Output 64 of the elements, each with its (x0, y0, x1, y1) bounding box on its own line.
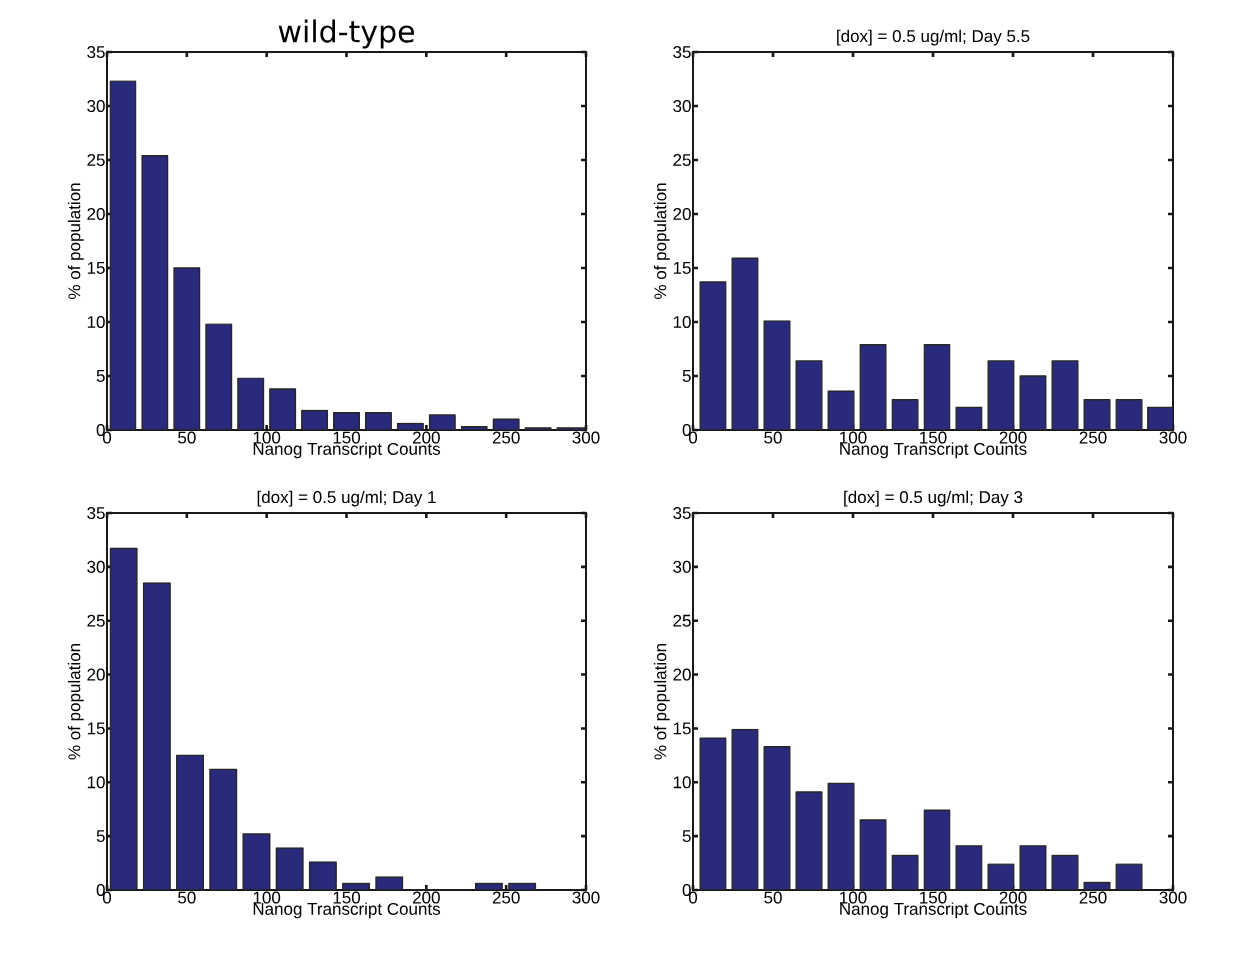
chart-title: [dox] = 0.5 ug/ml; Day 3 (844, 490, 1023, 507)
y-tick-label: 35 (87, 506, 105, 520)
y-tick-label: 35 (673, 506, 691, 520)
x-tick-label: 300 (572, 431, 600, 444)
chart-title: [dox] = 0.5 ug/ml; Day 5.5 (837, 29, 1030, 46)
x-tick-label: 50 (764, 431, 782, 444)
y-tick-label: 5 (96, 830, 105, 843)
y-tick-label: 20 (87, 207, 105, 221)
x-tick-label: 150 (333, 891, 361, 904)
x-tick-label: 100 (253, 891, 281, 904)
x-axis-title: Nanog Transcript Counts (840, 902, 1027, 919)
x-tick-label: 250 (492, 891, 520, 904)
y-tick-label: 10 (87, 315, 105, 329)
chart-title: [dox] = 0.5 ug/ml; Day 1 (257, 490, 436, 507)
y-tick-label: 30 (87, 560, 105, 573)
y-tick-label: 30 (673, 99, 691, 113)
y-axis-title: % of population (653, 644, 670, 760)
y-axis-title: % of population (653, 183, 670, 299)
x-tick-label: 200 (999, 891, 1027, 904)
y-tick-label: 10 (673, 776, 691, 789)
y-tick-label: 5 (682, 370, 691, 382)
y-tick-label: 5 (96, 370, 105, 382)
x-tick-label: 150 (920, 431, 947, 444)
y-tick-label: 25 (87, 614, 105, 627)
y-tick-label: 25 (673, 614, 691, 627)
chart-title: wild-type (278, 19, 414, 49)
x-axis-title: Nanog Transcript Counts (840, 442, 1027, 459)
x-tick-label: 150 (333, 431, 361, 444)
y-tick-label: 35 (87, 45, 105, 59)
x-tick-label: 250 (1079, 431, 1107, 444)
x-tick-label: 300 (1159, 891, 1187, 904)
x-tick-label: 50 (178, 891, 196, 904)
x-tick-label: 250 (1079, 891, 1107, 904)
y-tick-label: 15 (673, 262, 691, 274)
y-tick-label: 30 (673, 560, 691, 573)
x-tick-label: 250 (492, 431, 520, 444)
y-tick-label: 10 (673, 315, 691, 329)
y-tick-label: 15 (87, 722, 105, 735)
x-tick-label: 300 (572, 891, 600, 904)
x-tick-label: 200 (413, 431, 440, 444)
x-tick-label: 50 (178, 431, 196, 444)
x-tick-label: 300 (1159, 431, 1187, 444)
y-tick-label: 5 (682, 830, 691, 843)
x-tick-label: 100 (840, 431, 867, 444)
y-tick-label: 30 (87, 99, 105, 113)
y-tick-label: 35 (673, 45, 691, 59)
y-tick-label: 20 (673, 668, 691, 681)
y-tick-label: 15 (87, 262, 105, 274)
y-tick-label: 25 (673, 153, 691, 167)
x-axis-title: Nanog Transcript Counts (253, 442, 441, 459)
y-tick-label: 15 (673, 722, 691, 735)
y-tick-label: 25 (87, 153, 105, 167)
x-tick-label: 100 (253, 431, 281, 444)
x-tick-label: 100 (840, 891, 867, 904)
y-tick-label: 20 (87, 668, 105, 681)
x-tick-label: 150 (920, 891, 947, 904)
y-tick-label: 10 (87, 776, 105, 789)
x-tick-label: 200 (413, 891, 440, 904)
y-axis-title: % of population (67, 644, 84, 760)
x-tick-label: 50 (764, 891, 782, 904)
y-tick-label: 20 (673, 207, 691, 221)
y-axis-title: % of population (67, 183, 84, 299)
x-axis-title: Nanog Transcript Counts (253, 902, 441, 919)
x-tick-label: 200 (999, 431, 1027, 444)
